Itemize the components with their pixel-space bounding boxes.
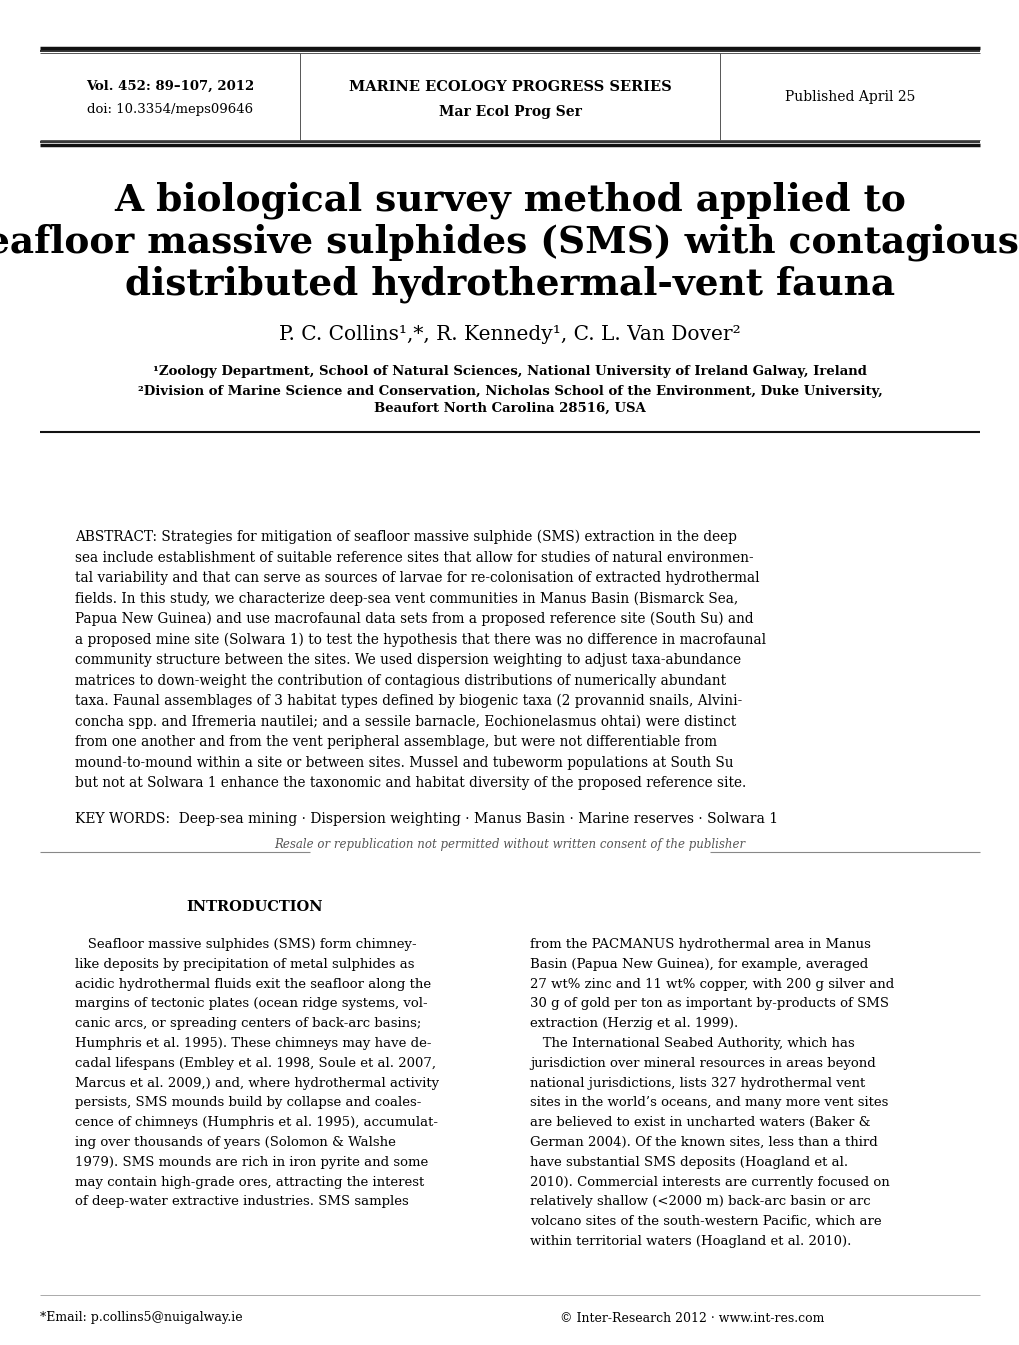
Text: volcano sites of the south-western Pacific, which are: volcano sites of the south-western Pacif…	[530, 1215, 880, 1228]
Text: acidic hydrothermal fluids exit the seafloor along the: acidic hydrothermal fluids exit the seaf…	[75, 978, 431, 991]
Text: jurisdiction over mineral resources in areas beyond: jurisdiction over mineral resources in a…	[530, 1057, 875, 1069]
Text: Humphris et al. 1995). These chimneys may have de-: Humphris et al. 1995). These chimneys ma…	[75, 1037, 431, 1050]
Text: Resale or republication not permitted without written consent of the publisher: Resale or republication not permitted wi…	[274, 838, 745, 851]
Text: fields. In this study, we characterize deep-sea vent communities in Manus Basin : fields. In this study, we characterize d…	[75, 592, 738, 605]
Text: 1979). SMS mounds are rich in iron pyrite and some: 1979). SMS mounds are rich in iron pyrit…	[75, 1155, 428, 1169]
Text: canic arcs, or spreading centers of back-arc basins;: canic arcs, or spreading centers of back…	[75, 1017, 421, 1030]
Text: a proposed mine site (Solwara 1) to test the hypothesis that there was no differ: a proposed mine site (Solwara 1) to test…	[75, 632, 765, 647]
Text: 2010). Commercial interests are currently focused on: 2010). Commercial interests are currentl…	[530, 1176, 889, 1189]
Text: German 2004). Of the known sites, less than a third: German 2004). Of the known sites, less t…	[530, 1137, 877, 1149]
Text: are believed to exist in uncharted waters (Baker &: are believed to exist in uncharted water…	[530, 1116, 869, 1130]
Text: 30 g of gold per ton as important by-products of SMS: 30 g of gold per ton as important by-pro…	[530, 998, 889, 1010]
Text: Basin (Papua New Guinea), for example, averaged: Basin (Papua New Guinea), for example, a…	[530, 958, 867, 971]
Text: from the PACMANUS hydrothermal area in Manus: from the PACMANUS hydrothermal area in M…	[530, 937, 870, 951]
Text: relatively shallow (<2000 m) back-arc basin or arc: relatively shallow (<2000 m) back-arc ba…	[530, 1196, 870, 1208]
Text: sea include establishment of suitable reference sites that allow for studies of : sea include establishment of suitable re…	[75, 550, 753, 565]
Text: concha spp. and Ifremeria nautilei; and a sessile barnacle, Eochionelasmus ohtai: concha spp. and Ifremeria nautilei; and …	[75, 714, 736, 729]
Text: Published April 25: Published April 25	[784, 90, 914, 104]
Text: national jurisdictions, lists 327 hydrothermal vent: national jurisdictions, lists 327 hydrot…	[530, 1076, 864, 1089]
Text: sites in the world’s oceans, and many more vent sites: sites in the world’s oceans, and many mo…	[530, 1096, 888, 1110]
Text: persists, SMS mounds build by collapse and coales-: persists, SMS mounds build by collapse a…	[75, 1096, 421, 1110]
Text: matrices to down-weight the contribution of contagious distributions of numerica: matrices to down-weight the contribution…	[75, 674, 726, 687]
Text: ABSTRACT: Strategies for mitigation of seafloor massive sulphide (SMS) extractio: ABSTRACT: Strategies for mitigation of s…	[75, 530, 736, 545]
Text: mound-to-mound within a site or between sites. Mussel and tubeworm populations a: mound-to-mound within a site or between …	[75, 756, 733, 769]
Text: community structure between the sites. We used dispersion weighting to adjust ta: community structure between the sites. W…	[75, 654, 741, 667]
Text: cence of chimneys (Humphris et al. 1995), accumulat-: cence of chimneys (Humphris et al. 1995)…	[75, 1116, 437, 1130]
Text: Marcus et al. 2009,) and, where hydrothermal activity: Marcus et al. 2009,) and, where hydrothe…	[75, 1076, 439, 1089]
Text: Mar Ecol Prog Ser: Mar Ecol Prog Ser	[438, 105, 581, 118]
Text: may contain high-grade ores, attracting the interest: may contain high-grade ores, attracting …	[75, 1176, 424, 1189]
Text: A biological survey method applied to: A biological survey method applied to	[114, 182, 905, 219]
Text: INTRODUCTION: INTRODUCTION	[186, 900, 323, 915]
Text: 27 wt% zinc and 11 wt% copper, with 200 g silver and: 27 wt% zinc and 11 wt% copper, with 200 …	[530, 978, 894, 991]
Text: have substantial SMS deposits (Hoagland et al.: have substantial SMS deposits (Hoagland …	[530, 1155, 847, 1169]
Text: distributed hydrothermal-vent fauna: distributed hydrothermal-vent fauna	[124, 265, 895, 303]
Text: ²Division of Marine Science and Conservation, Nicholas School of the Environment: ²Division of Marine Science and Conserva…	[138, 385, 881, 398]
Text: *Email: p.collins5@nuigalway.ie: *Email: p.collins5@nuigalway.ie	[40, 1311, 243, 1325]
Text: © Inter-Research 2012 · www.int-res.com: © Inter-Research 2012 · www.int-res.com	[559, 1311, 823, 1325]
Text: Vol. 452: 89–107, 2012: Vol. 452: 89–107, 2012	[86, 79, 254, 93]
Text: like deposits by precipitation of metal sulphides as: like deposits by precipitation of metal …	[75, 958, 414, 971]
Text: P. C. Collins¹,*, R. Kennedy¹, C. L. Van Dover²: P. C. Collins¹,*, R. Kennedy¹, C. L. Van…	[279, 325, 740, 344]
Text: seafloor massive sulphides (SMS) with contagiously: seafloor massive sulphides (SMS) with co…	[0, 223, 1019, 261]
Text: The International Seabed Authority, which has: The International Seabed Authority, whic…	[530, 1037, 854, 1050]
Text: Papua New Guinea) and use macrofaunal data sets from a proposed reference site (: Papua New Guinea) and use macrofaunal da…	[75, 612, 753, 627]
Text: extraction (Herzig et al. 1999).: extraction (Herzig et al. 1999).	[530, 1017, 738, 1030]
Text: doi: 10.3354/meps09646: doi: 10.3354/meps09646	[87, 102, 253, 116]
Text: but not at Solwara 1 enhance the taxonomic and habitat diversity of the proposed: but not at Solwara 1 enhance the taxonom…	[75, 776, 746, 790]
Text: ¹Zoology Department, School of Natural Sciences, National University of Ireland : ¹Zoology Department, School of Natural S…	[153, 366, 866, 378]
Text: margins of tectonic plates (ocean ridge systems, vol-: margins of tectonic plates (ocean ridge …	[75, 998, 427, 1010]
Text: Beaufort North Carolina 28516, USA: Beaufort North Carolina 28516, USA	[374, 402, 645, 414]
Text: of deep-water extractive industries. SMS samples: of deep-water extractive industries. SMS…	[75, 1196, 409, 1208]
Text: cadal lifespans (Embley et al. 1998, Soule et al. 2007,: cadal lifespans (Embley et al. 1998, Sou…	[75, 1057, 435, 1069]
Text: taxa. Faunal assemblages of 3 habitat types defined by biogenic taxa (2 provanni: taxa. Faunal assemblages of 3 habitat ty…	[75, 694, 742, 709]
Text: within territorial waters (Hoagland et al. 2010).: within territorial waters (Hoagland et a…	[530, 1235, 851, 1248]
Text: ing over thousands of years (Solomon & Walshe: ing over thousands of years (Solomon & W…	[75, 1137, 395, 1149]
Text: KEY WORDS:  Deep-sea mining · Dispersion weighting · Manus Basin · Marine reserv: KEY WORDS: Deep-sea mining · Dispersion …	[75, 812, 777, 826]
Text: from one another and from the vent peripheral assemblage, but were not different: from one another and from the vent perip…	[75, 734, 716, 749]
Text: Seafloor massive sulphides (SMS) form chimney-: Seafloor massive sulphides (SMS) form ch…	[75, 937, 416, 951]
Text: tal variability and that can serve as sources of larvae for re-colonisation of e: tal variability and that can serve as so…	[75, 572, 759, 585]
Text: MARINE ECOLOGY PROGRESS SERIES: MARINE ECOLOGY PROGRESS SERIES	[348, 79, 671, 94]
